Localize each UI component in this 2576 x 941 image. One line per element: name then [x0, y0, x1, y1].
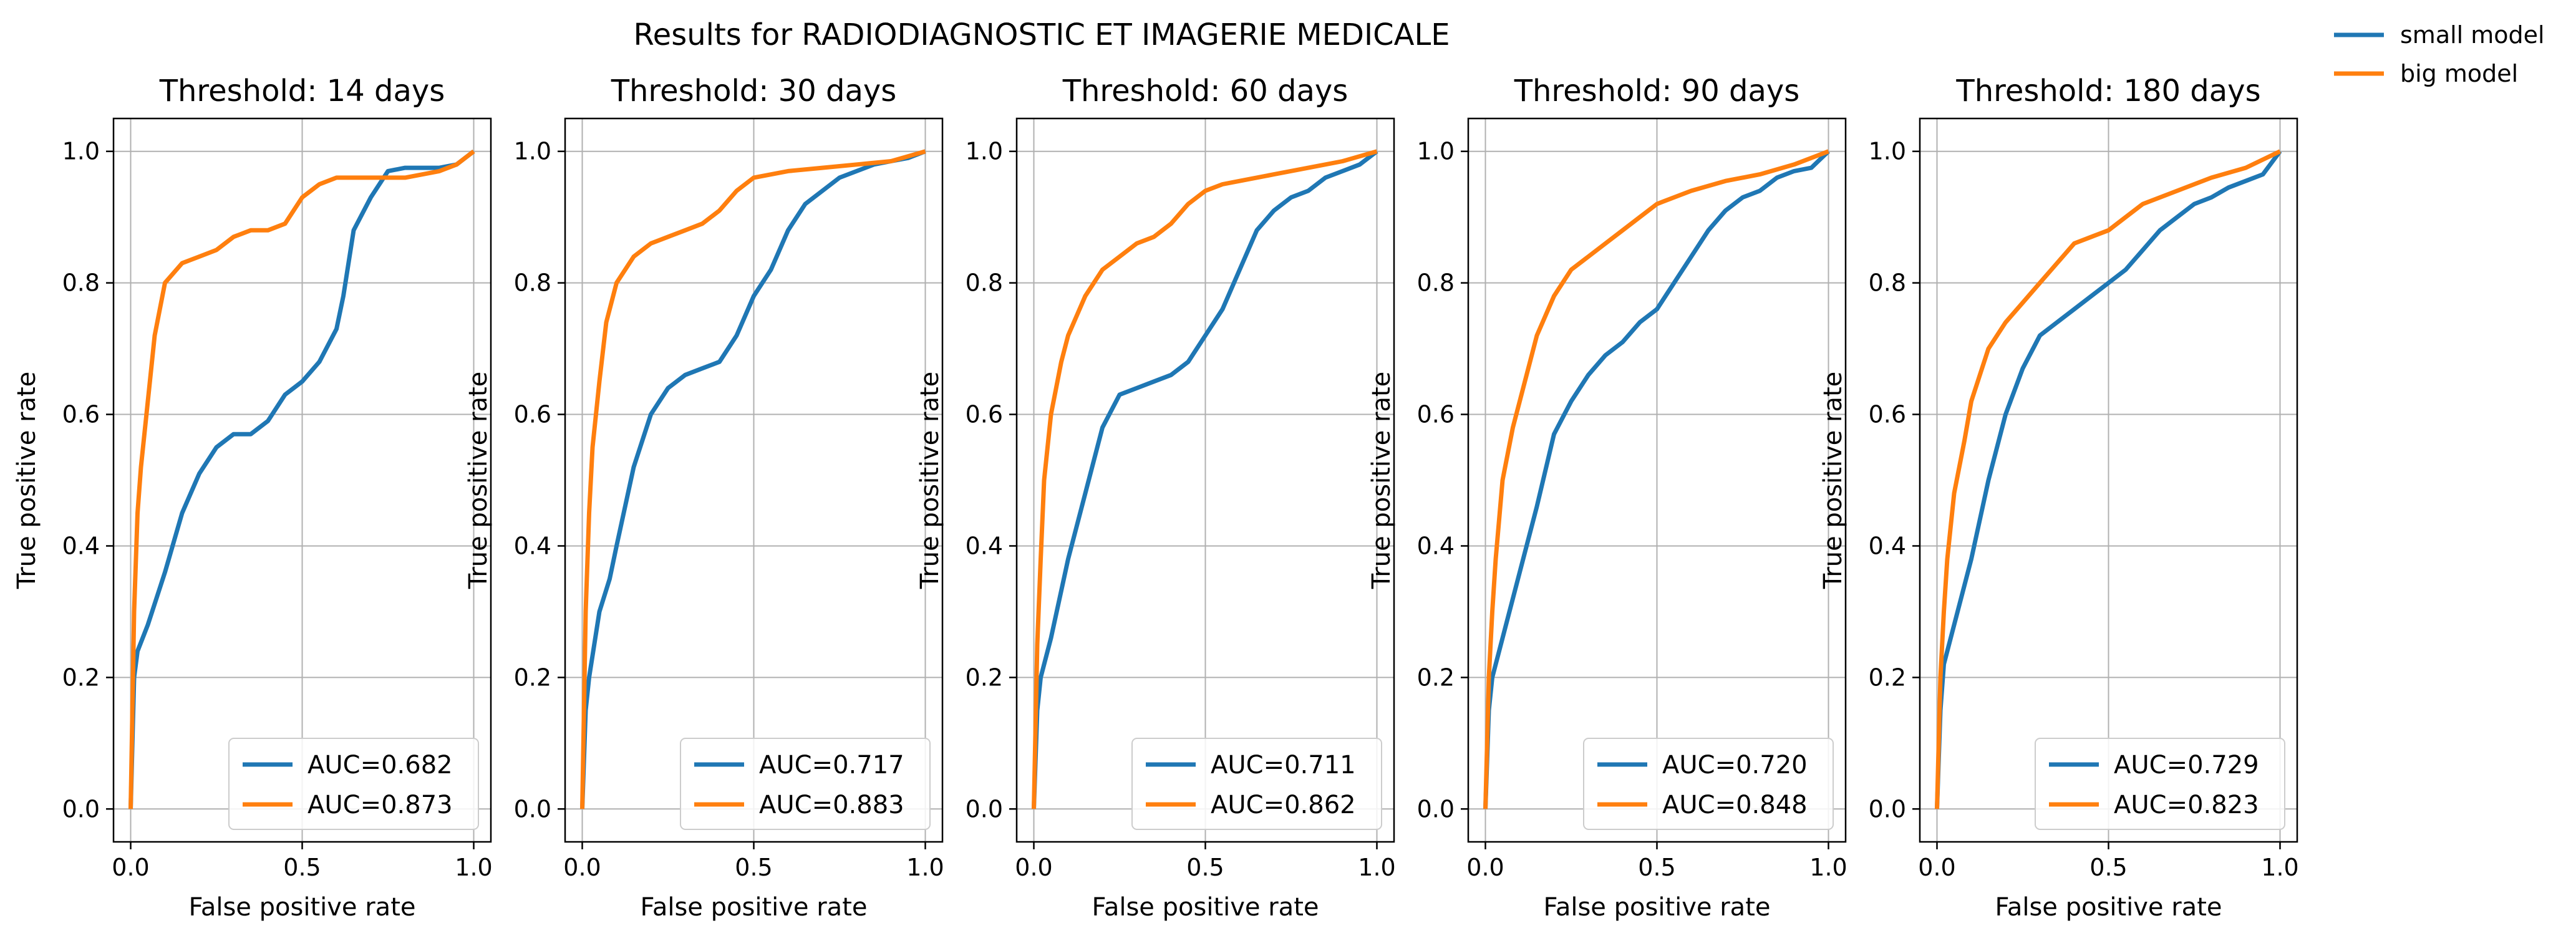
x-tick-label: 1.0 [1358, 854, 1395, 881]
y-axis-label: True positive rate [464, 372, 493, 590]
y-tick-label: 0.0 [1417, 795, 1455, 823]
panel-title: Threshold: 60 days [1062, 74, 1349, 109]
x-tick-label: 0.5 [2089, 854, 2127, 881]
roc-line-small-model [1483, 150, 1830, 809]
x-tick-label: 0.0 [112, 854, 149, 881]
y-tick-label: 0.2 [1869, 664, 1906, 691]
panel-title: Threshold: 30 days [611, 74, 897, 109]
roc-panel: 0.0 0.5 1.0 0.0 0.2 0.4 0.6 0.8 1.0 Threshold: 90… [1367, 74, 1847, 922]
roc-line-big-model [128, 149, 475, 809]
x-tick-label: 0.0 [1918, 854, 1955, 881]
panel-legend: AUC=0.720 AUC=0.848 [1583, 738, 1834, 830]
y-tick-label: 0.8 [1869, 269, 1906, 297]
panel-legend: AUC=0.711 AUC=0.862 [1131, 738, 1382, 830]
panel-title: Threshold: 180 days [1955, 74, 2260, 109]
panels: 0.0 0.5 1.0 0.0 0.2 0.4 0.6 0.8 1.0 Threshold: 14… [12, 74, 2299, 922]
panel-title: Threshold: 90 days [1514, 74, 1800, 109]
x-tick-label: 0.0 [1466, 854, 1504, 881]
panel-legend: AUC=0.682 AUC=0.873 [228, 738, 479, 830]
panel-legend-label: AUC=0.823 [2114, 791, 2259, 819]
x-axis-label: False positive rate [189, 893, 416, 922]
y-tick-label: 0.8 [514, 269, 551, 297]
y-tick-label: 0.8 [966, 269, 1003, 297]
y-tick-label: 0.2 [62, 664, 100, 691]
figure-legend-label: small model [2400, 21, 2545, 49]
x-axis-label: False positive rate [641, 893, 868, 922]
y-axis-label: True positive rate [1367, 372, 1396, 590]
panel-legend-label: AUC=0.711 [1211, 751, 1356, 779]
y-tick-label: 1.0 [1869, 138, 1906, 165]
y-tick-label: 1.0 [966, 138, 1003, 165]
panel-legend-label: AUC=0.729 [2114, 751, 2259, 779]
y-tick-label: 0.4 [1869, 532, 1906, 559]
panel-title: Threshold: 14 days [159, 74, 445, 109]
panel-legend-label: AUC=0.848 [1662, 791, 1808, 819]
y-tick-label: 0.4 [1417, 532, 1455, 559]
x-axis-label: False positive rate [1995, 893, 2222, 922]
x-tick-label: 0.5 [1186, 854, 1224, 881]
y-tick-label: 0.4 [514, 532, 551, 559]
x-axis-label: False positive rate [1544, 893, 1771, 922]
roc-line-big-model [580, 149, 926, 809]
panel-legend: AUC=0.717 AUC=0.883 [680, 738, 931, 830]
roc-panel: 0.0 0.5 1.0 0.0 0.2 0.4 0.6 0.8 1.0 Threshold: 60… [916, 74, 1396, 922]
y-tick-label: 0.0 [62, 795, 100, 823]
y-tick-label: 0.6 [62, 401, 100, 428]
y-tick-label: 1.0 [62, 138, 100, 165]
x-tick-label: 1.0 [1809, 854, 1847, 881]
y-tick-label: 0.6 [966, 401, 1003, 428]
roc-line-big-model [1935, 149, 2282, 809]
y-tick-label: 0.4 [966, 532, 1003, 559]
y-tick-label: 1.0 [1417, 138, 1455, 165]
y-tick-label: 0.8 [62, 269, 100, 297]
x-tick-label: 0.0 [563, 854, 601, 881]
x-axis-label: False positive rate [1092, 893, 1319, 922]
y-axis-label: True positive rate [12, 372, 41, 590]
roc-panel: 0.0 0.5 1.0 0.0 0.2 0.4 0.6 0.8 1.0 Threshold: 30… [464, 74, 944, 922]
y-tick-label: 0.2 [514, 664, 551, 691]
figure-legend: small model big model [2334, 21, 2545, 87]
panel-legend-label: AUC=0.883 [759, 791, 904, 819]
y-tick-label: 0.2 [1417, 664, 1455, 691]
x-tick-label: 0.0 [1015, 854, 1052, 881]
x-tick-label: 0.5 [1638, 854, 1675, 881]
x-tick-label: 0.5 [735, 854, 772, 881]
y-axis-label: True positive rate [916, 372, 944, 590]
y-tick-label: 0.4 [62, 532, 100, 559]
roc-line-small-model [128, 149, 475, 809]
y-tick-label: 0.8 [1417, 269, 1455, 297]
y-axis-label: True positive rate [1819, 372, 1847, 590]
y-tick-label: 0.0 [1869, 795, 1906, 823]
y-tick-label: 0.2 [966, 664, 1003, 691]
y-tick-label: 0.6 [1417, 401, 1455, 428]
roc-line-small-model [580, 149, 926, 809]
roc-panel: 0.0 0.5 1.0 0.0 0.2 0.4 0.6 0.8 1.0 Threshold: 18… [1819, 74, 2299, 922]
y-tick-label: 0.0 [514, 795, 551, 823]
x-tick-label: 1.0 [455, 854, 492, 881]
roc-line-big-model [1032, 149, 1378, 809]
panel-legend: AUC=0.729 AUC=0.823 [2035, 738, 2285, 830]
roc-line-small-model [1032, 149, 1378, 809]
figure-legend-label: big model [2400, 60, 2518, 87]
y-tick-label: 0.6 [1869, 401, 1906, 428]
x-tick-label: 1.0 [906, 854, 944, 881]
roc-panel: 0.0 0.5 1.0 0.0 0.2 0.4 0.6 0.8 1.0 Threshold: 14… [12, 74, 493, 922]
panel-legend-label: AUC=0.682 [307, 751, 453, 779]
panel-legend-label: AUC=0.862 [1211, 791, 1356, 819]
y-tick-label: 0.0 [966, 795, 1003, 823]
y-tick-label: 1.0 [514, 138, 551, 165]
panel-legend-label: AUC=0.717 [759, 751, 904, 779]
y-tick-label: 0.6 [514, 401, 551, 428]
x-tick-label: 0.5 [283, 854, 321, 881]
figure-title: Results for RADIODIAGNOSTIC ET IMAGERIE … [633, 17, 1450, 52]
panel-legend-label: AUC=0.873 [307, 791, 453, 819]
panel-legend-label: AUC=0.720 [1662, 751, 1808, 779]
roc-line-small-model [1935, 150, 2282, 809]
x-tick-label: 1.0 [2261, 854, 2298, 881]
roc-line-big-model [1483, 149, 1829, 809]
